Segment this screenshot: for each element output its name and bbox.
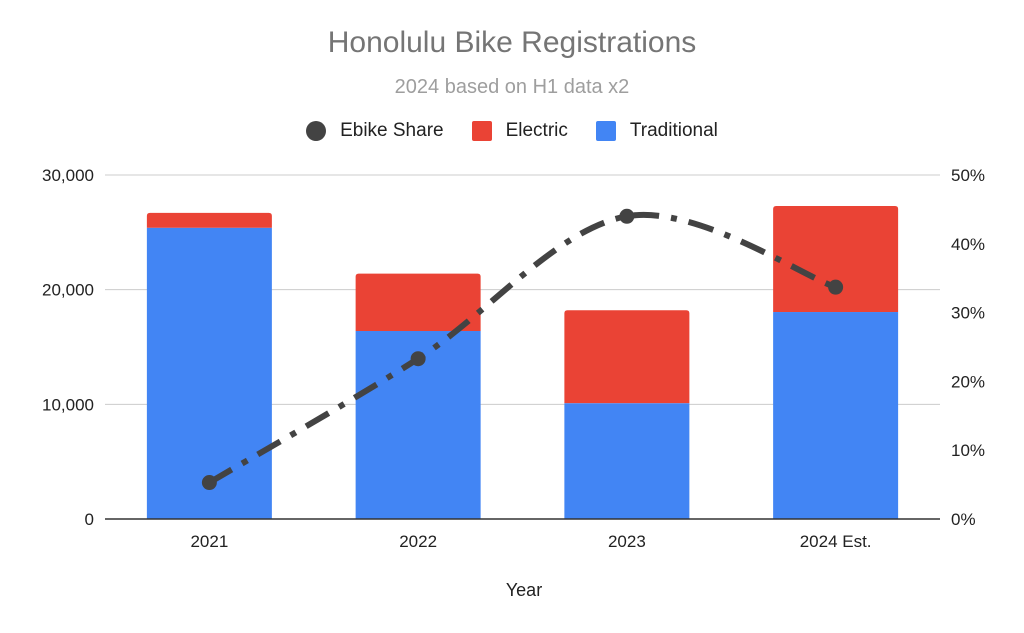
bar-segment-electric[interactable] — [146, 212, 272, 228]
bar-segment-electric[interactable] — [773, 205, 899, 313]
chart-title: Honolulu Bike Registrations — [327, 26, 697, 59]
x-axis-tick-label: 2023 — [608, 532, 646, 551]
ebike-share-point[interactable] — [201, 475, 217, 491]
x-axis-tick-label: 2022 — [399, 532, 437, 551]
legend-item-electric[interactable]: Electric — [471, 120, 568, 142]
circle-marker-icon — [306, 121, 327, 141]
bar-segment-electric[interactable] — [564, 310, 690, 404]
x-axis-tick-label: 2024 Est. — [800, 532, 872, 551]
legend-label: Ebike Share — [340, 120, 444, 141]
bar-segment-traditional[interactable] — [773, 312, 899, 519]
bar-segment-electric[interactable] — [355, 273, 481, 331]
legend-label: Electric — [505, 120, 568, 141]
square-swatch-icon — [595, 121, 616, 141]
ebike-share-point[interactable] — [410, 351, 426, 367]
y-axis-tick-label: 30,000 — [42, 166, 94, 185]
y-axis-tick-label: 10,000 — [42, 395, 94, 414]
legend-item-ebike-share[interactable]: Ebike Share — [306, 120, 444, 142]
y2-axis-tick-label: 20% — [951, 372, 985, 391]
ebike-share-point[interactable] — [828, 279, 844, 295]
square-swatch-icon — [471, 121, 492, 141]
bar-segment-traditional[interactable] — [564, 403, 690, 519]
ebike-share-point[interactable] — [619, 208, 635, 224]
x-axis-title: Year — [505, 580, 543, 600]
y-axis-tick-label: 0 — [85, 510, 94, 529]
bar-segment-traditional[interactable] — [146, 227, 272, 519]
y2-axis-tick-label: 10% — [951, 441, 985, 460]
y2-axis-tick-label: 40% — [951, 235, 985, 254]
legend-item-traditional[interactable]: Traditional — [595, 120, 718, 142]
y2-axis-tick-label: 50% — [951, 166, 985, 185]
ebike-share-line — [207, 211, 837, 486]
y-axis-tick-label: 20,000 — [42, 281, 94, 300]
y2-axis-tick-label: 0% — [951, 510, 976, 529]
chart-subtitle: 2024 based on H1 data x2 — [394, 76, 630, 98]
y2-axis-tick-label: 30% — [951, 304, 985, 323]
x-axis-tick-label: 2021 — [190, 532, 228, 551]
legend-label: Traditional — [629, 120, 718, 141]
chart-legend: Ebike Share Electric Traditional — [0, 120, 1024, 142]
